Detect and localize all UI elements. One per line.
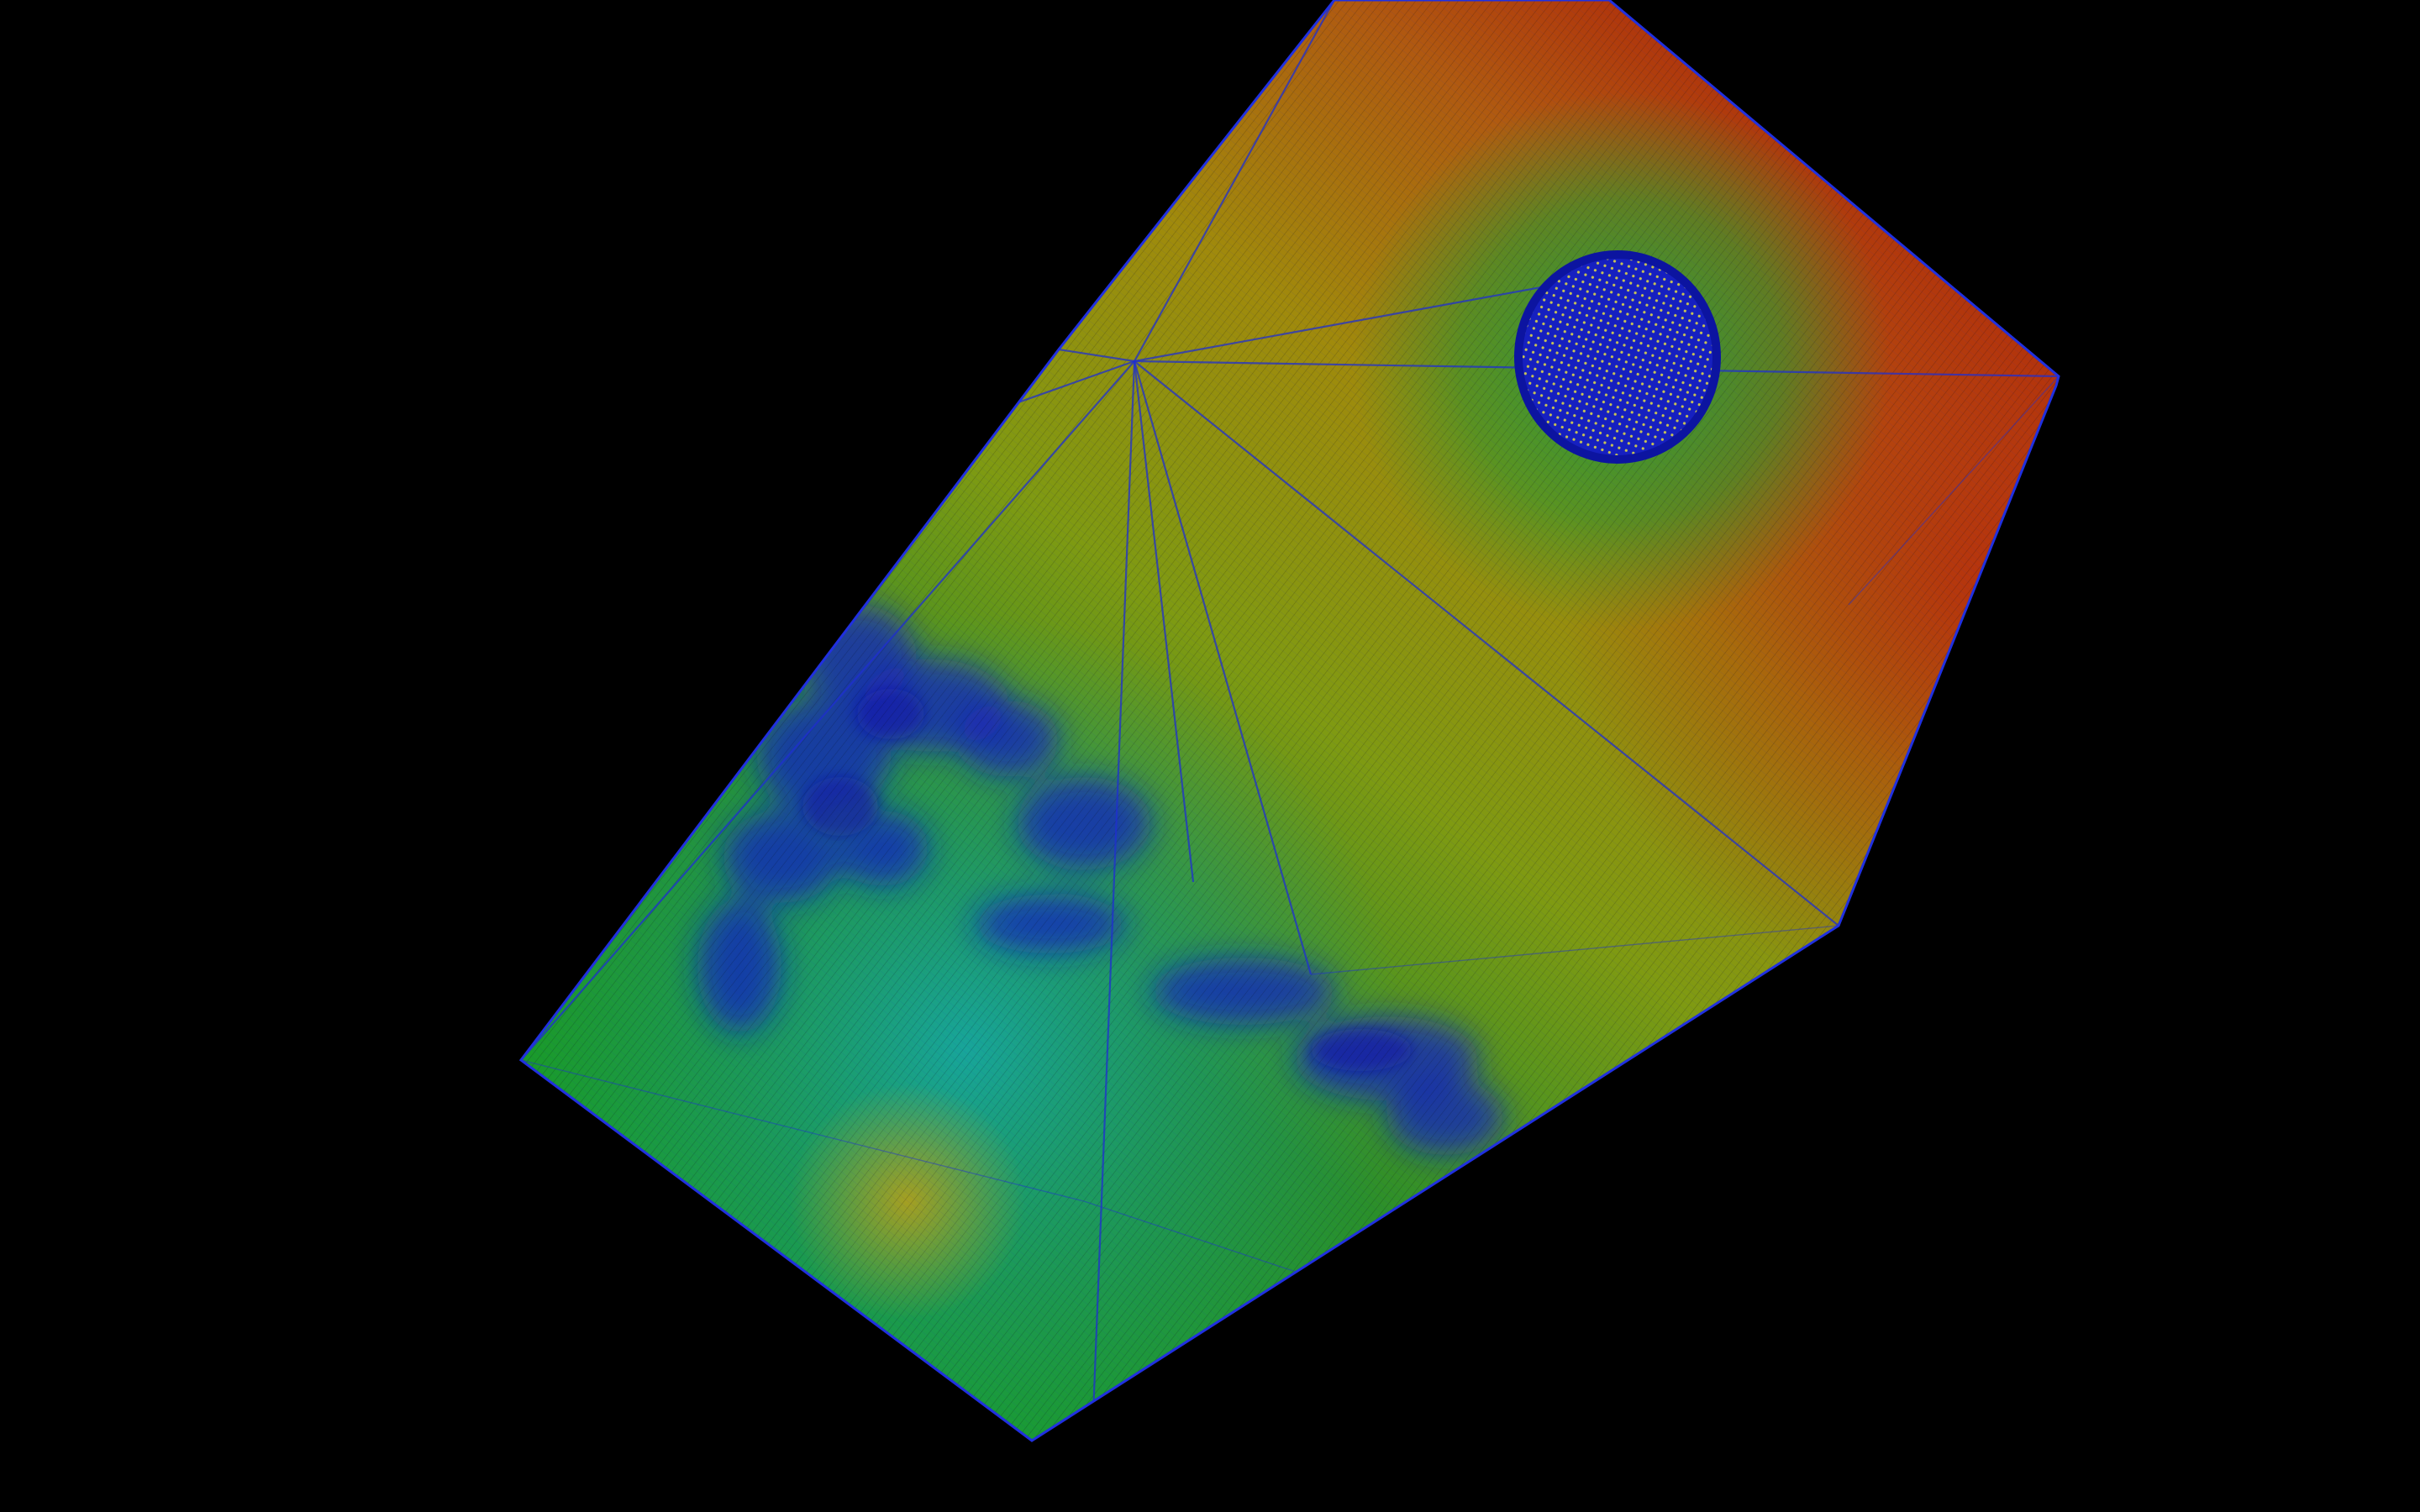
mesh-hole-feature [1514, 250, 1721, 464]
mesh-outline [518, 0, 2060, 1442]
